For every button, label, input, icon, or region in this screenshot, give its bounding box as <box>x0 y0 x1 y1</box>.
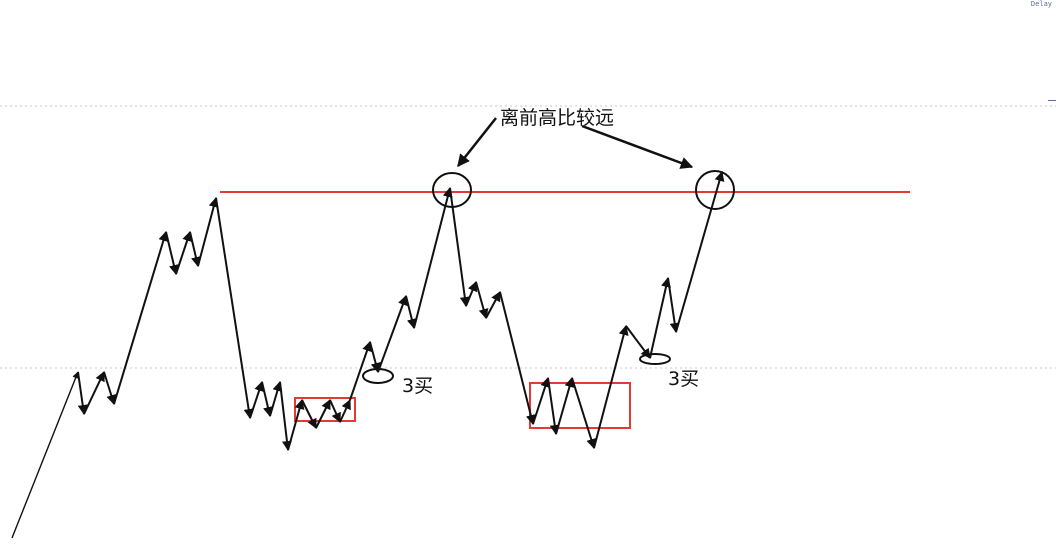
wave-segment <box>555 377 575 435</box>
wave-segment <box>339 399 351 423</box>
wave-segment <box>449 187 470 307</box>
wave-segment <box>349 341 372 401</box>
wave-segment <box>465 281 478 307</box>
wave-segment <box>175 231 192 275</box>
wave-segment <box>315 399 331 429</box>
right-edge-tick <box>1048 100 1056 101</box>
buy3-circle-right <box>639 353 671 365</box>
wave-segment <box>249 381 264 419</box>
peak-circle-right <box>695 170 735 210</box>
wave-segment <box>485 291 501 319</box>
wave-segment <box>649 277 671 359</box>
wave-segment <box>369 341 381 373</box>
wave-segment <box>625 325 651 359</box>
callout-arrow-left <box>457 117 497 167</box>
callout-arrow-right <box>581 124 694 169</box>
headline-annotation: 离前高比较远 <box>500 107 615 129</box>
buy3-label-left: 3买 <box>402 375 434 397</box>
wave-segment <box>329 399 341 423</box>
wave-segment <box>279 381 292 451</box>
wave-segment <box>269 381 283 417</box>
wave-segment <box>675 171 725 333</box>
wave-segment <box>301 399 317 429</box>
wave-segment <box>113 231 169 405</box>
corner-delay-label: Delay <box>1030 0 1052 8</box>
wave-segment <box>413 187 453 329</box>
consolidation-box-right <box>529 382 631 429</box>
wave-segment <box>287 399 305 451</box>
wave-segment <box>593 325 629 449</box>
wave-segment <box>215 197 254 419</box>
wave-segment <box>571 377 597 449</box>
wave-segment <box>165 231 179 275</box>
wave-segment <box>499 291 536 425</box>
buy3-label-right: 3买 <box>668 368 700 390</box>
wave-segment <box>77 371 88 415</box>
wave-segment <box>547 377 560 435</box>
wave-segment <box>197 197 219 267</box>
wave-segment <box>475 281 489 319</box>
wave-path <box>11 171 725 539</box>
wave-segment <box>83 371 105 415</box>
wave-segment <box>532 377 550 425</box>
wave-segment <box>261 381 273 417</box>
wave-segment <box>11 371 79 539</box>
wave-segment <box>103 371 117 405</box>
wave-segment <box>405 295 417 329</box>
wave-segment <box>189 231 201 267</box>
wave-segment <box>667 277 680 333</box>
wave-segment <box>377 295 408 373</box>
